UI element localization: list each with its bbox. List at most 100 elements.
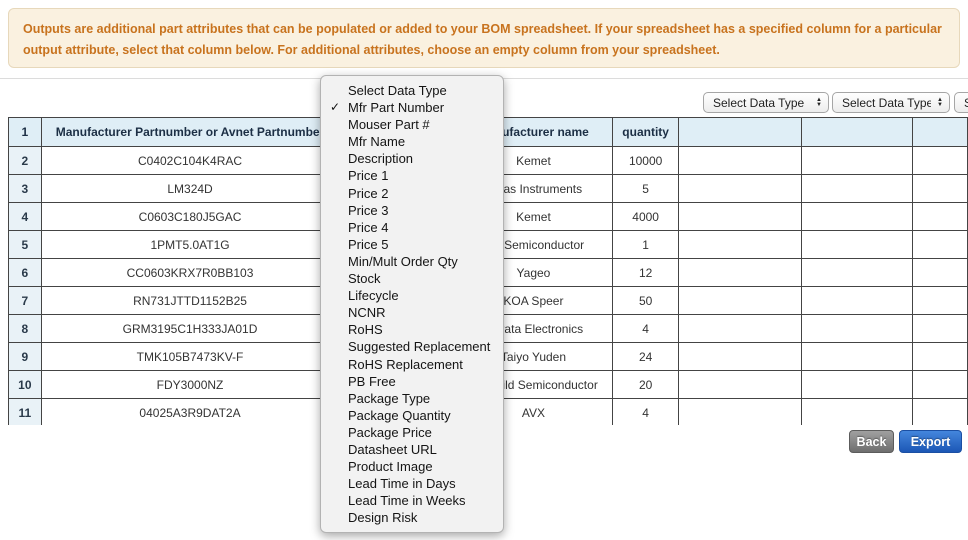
empty-cell bbox=[800, 202, 913, 231]
dropdown-item[interactable]: Min/Mult Order Qty bbox=[348, 253, 458, 269]
empty-cell bbox=[800, 286, 913, 315]
quantity-cell: 50 bbox=[611, 286, 680, 315]
row-number-cell: 11 bbox=[8, 398, 42, 425]
dropdown-item[interactable]: Price 2 bbox=[348, 185, 389, 201]
empty-cell bbox=[678, 342, 802, 371]
info-banner-text: Outputs are additional part attributes t… bbox=[23, 22, 942, 57]
partnumber-cell: FDY3000NZ bbox=[40, 370, 340, 399]
partnumber-cell: LM324D bbox=[40, 174, 340, 203]
empty-cell bbox=[911, 146, 968, 175]
quantity-cell: 4 bbox=[611, 314, 680, 343]
dropdown-item[interactable]: Design Risk bbox=[348, 510, 418, 526]
column-select-2[interactable]: Select Data Type ▲ ▼ bbox=[832, 92, 950, 113]
dropdown-item[interactable]: PB Free bbox=[348, 373, 396, 389]
partnumber-cell: 1PMT5.0AT1G bbox=[40, 230, 340, 259]
dropdown-item[interactable]: RoHS Replacement bbox=[348, 356, 463, 372]
empty-cell bbox=[911, 174, 968, 203]
dropdown-item[interactable]: Lifecycle bbox=[348, 288, 399, 304]
row-number-cell: 5 bbox=[8, 230, 42, 259]
dropdown-item[interactable]: Product Image bbox=[348, 459, 433, 475]
empty-cell bbox=[911, 398, 968, 425]
row-number-cell: 9 bbox=[8, 342, 42, 371]
empty-cell bbox=[800, 314, 913, 343]
row-number-cell: 10 bbox=[8, 370, 42, 399]
row-number-cell: 3 bbox=[8, 174, 42, 203]
column-select-1[interactable]: Select Data Type ▲ ▼ bbox=[703, 92, 829, 113]
empty-cell bbox=[678, 146, 802, 175]
empty-cell bbox=[678, 174, 802, 203]
quantity-cell: 24 bbox=[611, 342, 680, 371]
column-select-2-value: Select Data Type bbox=[842, 95, 932, 110]
empty-cell bbox=[678, 314, 802, 343]
empty-cell bbox=[911, 230, 968, 259]
partnumber-cell: C0402C104K4RAC bbox=[40, 146, 340, 175]
dropdown-item[interactable]: Package Type bbox=[348, 390, 431, 406]
dropdown-item[interactable]: Select Data Type bbox=[348, 83, 447, 98]
column-select-3[interactable]: Select Data Type ▲▼ bbox=[954, 92, 968, 113]
dropdown-item[interactable]: Mfr Name bbox=[348, 134, 406, 150]
dropdown-item[interactable]: Lead Time in Days bbox=[348, 476, 456, 492]
partnumber-cell: GRM3195C1H333JA01D bbox=[40, 314, 340, 343]
empty-cell bbox=[800, 370, 913, 399]
checkmark-icon: ✓ bbox=[330, 100, 341, 115]
data-type-dropdown-menu: Select Data Type Mfr Part Number ✓ Mouser P… bbox=[320, 75, 504, 534]
dropdown-item[interactable]: Mfr Part Number ✓ bbox=[330, 100, 445, 116]
quantity-cell: 12 bbox=[611, 258, 680, 287]
empty-cell bbox=[678, 370, 802, 399]
table-row: 11 04025A3R9DAT2A AVX 4 bbox=[8, 398, 968, 425]
dropdown-item[interactable]: Description bbox=[348, 151, 414, 167]
partnumber-cell: TMK105B7473KV-F bbox=[40, 342, 340, 371]
empty-cell bbox=[911, 258, 968, 287]
header-empty-2 bbox=[800, 117, 913, 147]
partnumber-cell: 04025A3R9DAT2A bbox=[40, 398, 340, 425]
partnumber-cell: RN731JTTD1152B25 bbox=[40, 286, 340, 315]
header-empty-1 bbox=[678, 117, 802, 147]
header-partnumber: Manufacturer Partnumber or Avnet Partnum… bbox=[40, 117, 340, 147]
quantity-cell: 5 bbox=[611, 174, 680, 203]
empty-cell bbox=[911, 342, 968, 371]
empty-cell bbox=[678, 398, 802, 425]
empty-cell bbox=[911, 370, 968, 399]
dropdown-item[interactable]: Lead Time in Weeks bbox=[348, 493, 466, 509]
dropdown-item[interactable]: Stock bbox=[348, 271, 381, 287]
column-select-3-value: Select Data Type bbox=[964, 96, 968, 110]
dropdown-item[interactable]: Package Quantity bbox=[348, 407, 451, 423]
back-button[interactable]: Back bbox=[849, 430, 894, 453]
row-number-cell: 6 bbox=[8, 258, 42, 287]
header-empty-3 bbox=[911, 117, 968, 147]
empty-cell bbox=[911, 314, 968, 343]
dropdown-item[interactable]: Package Price bbox=[348, 424, 432, 440]
row-number-cell: 4 bbox=[8, 202, 42, 231]
quantity-cell: 4000 bbox=[611, 202, 680, 231]
empty-cell bbox=[800, 146, 913, 175]
dropdown-item[interactable]: Datasheet URL bbox=[348, 441, 437, 457]
header-row-number: 1 bbox=[8, 117, 42, 147]
export-button[interactable]: Export bbox=[899, 430, 962, 453]
stepper-up-down-icon: ▲ ▼ bbox=[937, 96, 943, 108]
quantity-cell: 10000 bbox=[611, 146, 680, 175]
header-quantity: quantity bbox=[611, 117, 680, 147]
dropdown-item[interactable]: Price 5 bbox=[348, 236, 389, 252]
dropdown-item[interactable]: RoHS bbox=[348, 322, 383, 338]
empty-cell bbox=[800, 342, 913, 371]
dropdown-item[interactable]: Mouser Part # bbox=[348, 117, 430, 133]
table-row: 5 1PMT5.0AT1G ON Semiconductor 1 bbox=[8, 230, 968, 259]
column-select-1-value: Select Data Type bbox=[713, 95, 805, 110]
empty-cell bbox=[678, 202, 802, 231]
empty-cell bbox=[678, 230, 802, 259]
row-number-cell: 7 bbox=[8, 286, 42, 315]
empty-cell bbox=[911, 286, 968, 315]
dropdown-item[interactable]: Price 1 bbox=[348, 168, 389, 184]
row-number-cell: 2 bbox=[8, 146, 42, 175]
dropdown-item[interactable]: Price 4 bbox=[348, 219, 389, 235]
empty-cell bbox=[800, 230, 913, 259]
quantity-cell: 20 bbox=[611, 370, 680, 399]
empty-cell bbox=[911, 202, 968, 231]
dropdown-item[interactable]: NCNR bbox=[348, 305, 386, 321]
dropdown-item[interactable]: Suggested Replacement bbox=[348, 339, 491, 355]
empty-cell bbox=[800, 174, 913, 203]
dropdown-item[interactable]: Price 3 bbox=[348, 202, 389, 218]
empty-cell bbox=[678, 258, 802, 287]
quantity-cell: 4 bbox=[611, 398, 680, 425]
stepper-up-down-icon: ▲ ▼ bbox=[816, 96, 822, 108]
